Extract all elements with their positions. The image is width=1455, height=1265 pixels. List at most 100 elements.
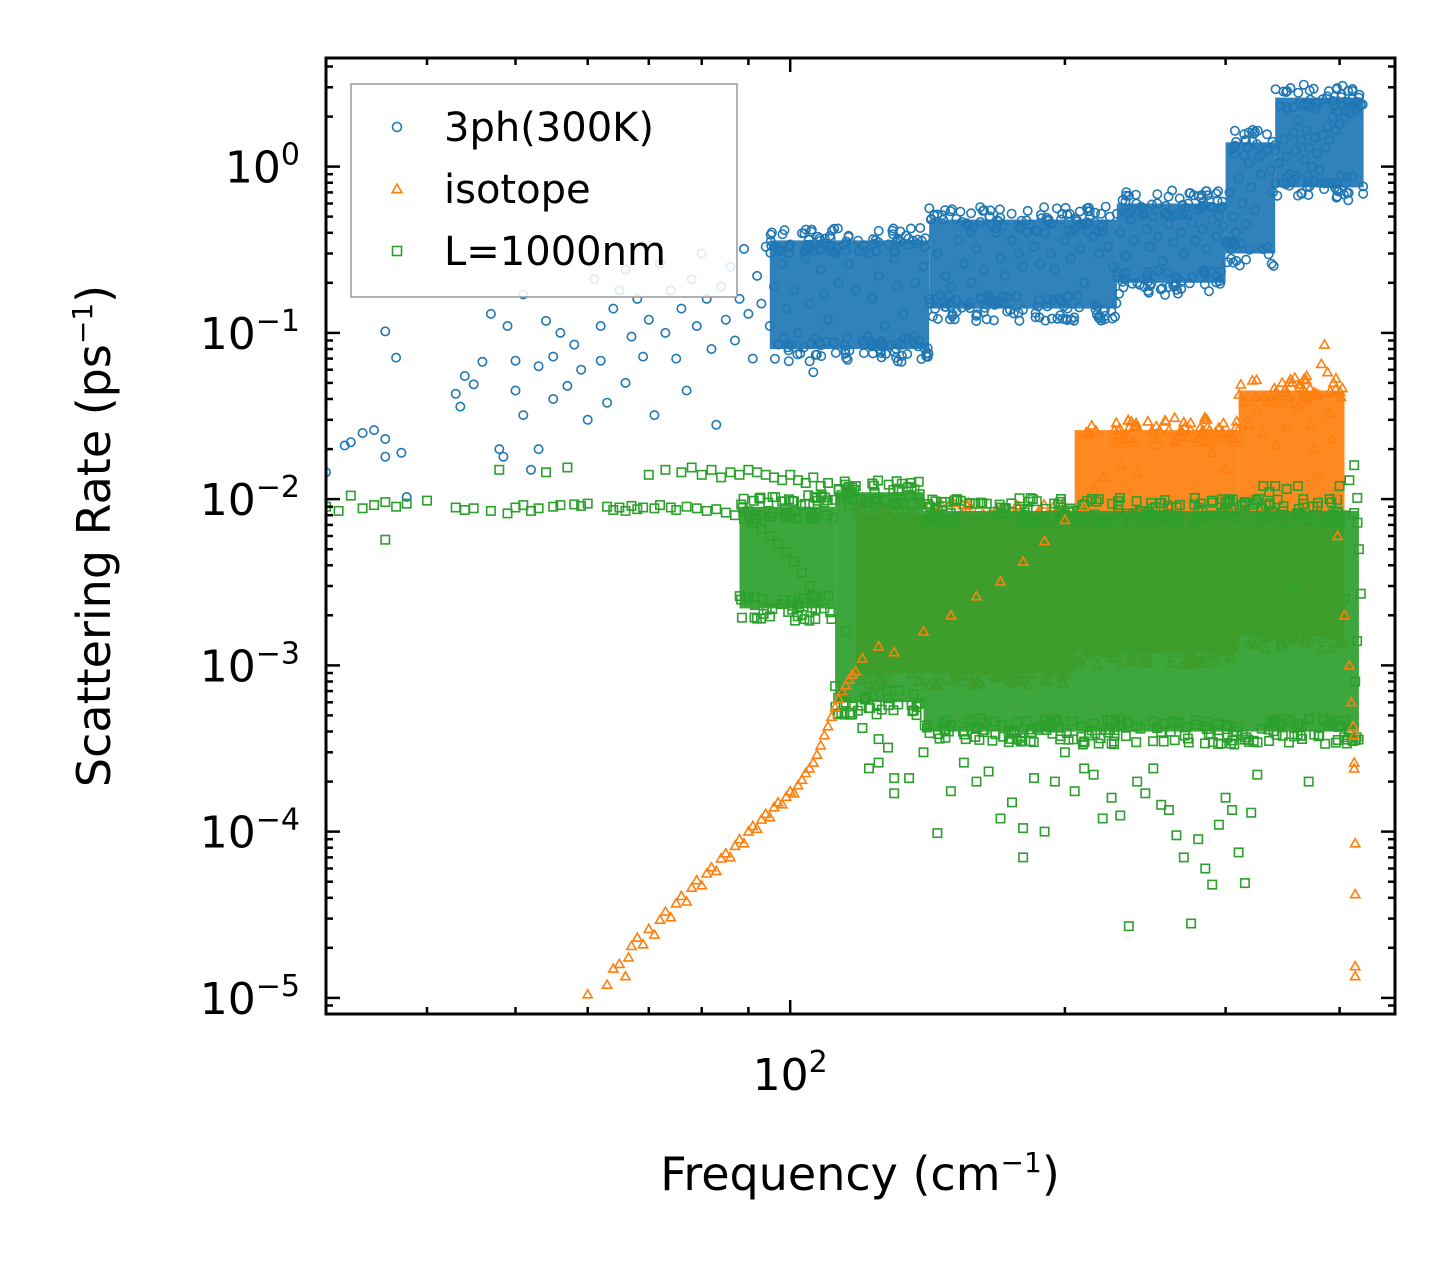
point-l-1000nm-144 — [1353, 544, 1364, 555]
band-point-l-1000nm — [898, 498, 909, 509]
point-3ph-300k-19 — [502, 320, 513, 331]
point-3ph-300k-137 — [1120, 251, 1131, 262]
band-point-l-1000nm — [1266, 505, 1277, 516]
band-fill-3ph-300k-3 — [1225, 142, 1276, 254]
point-isotope-37 — [776, 798, 789, 809]
point-isotope-81 — [1242, 418, 1255, 430]
band-point-l-1000nm — [779, 503, 790, 514]
band-point-isotope — [1151, 432, 1164, 444]
band-point-l-1000nm — [930, 496, 941, 507]
point-isotope-47 — [814, 739, 827, 750]
point-3ph-300k-41 — [620, 377, 631, 388]
point-3ph-300k-66 — [743, 308, 754, 319]
band-point-l-1000nm — [941, 715, 952, 726]
band-point-3ph-300k — [1127, 278, 1138, 289]
point-3ph-300k-94 — [879, 320, 890, 331]
point-3ph-300k-79 — [800, 253, 811, 264]
point-3ph-300k-61 — [720, 314, 731, 325]
band-point-l-1000nm — [959, 729, 970, 740]
point-l-1000nm-114 — [1171, 830, 1182, 841]
band-point-3ph-300k — [1100, 201, 1111, 212]
band-point-isotope — [1272, 396, 1285, 408]
band-point-l-1000nm — [1202, 716, 1213, 727]
band-point-l-1000nm — [1109, 716, 1120, 727]
point-l-1000nm-31 — [626, 500, 637, 511]
band-point-3ph-300k — [932, 313, 943, 324]
point-3ph-300k-201 — [1327, 111, 1338, 122]
point-3ph-300k-100 — [918, 261, 929, 272]
band-point-isotope — [1130, 416, 1143, 428]
point-3ph-300k-103 — [940, 270, 951, 281]
point-3ph-300k-189 — [1296, 134, 1307, 145]
band-point-3ph-300k — [1230, 240, 1241, 251]
point-isotope-60 — [888, 645, 901, 657]
point-l-1000nm-20 — [540, 467, 551, 478]
point-3ph-300k-198 — [1320, 142, 1331, 153]
legend-label-l-1000nm: L=1000nm — [444, 229, 666, 275]
point-3ph-300k-153 — [1183, 198, 1194, 209]
band-point-l-1000nm — [765, 511, 776, 522]
band-point-l-1000nm — [1138, 514, 1149, 525]
point-l-1000nm-75 — [826, 613, 837, 624]
point-3ph-300k-27 — [540, 315, 551, 326]
point-isotope-80 — [1232, 432, 1245, 444]
point-l-1000nm-7 — [391, 501, 402, 512]
point-isotope-103 — [1347, 720, 1360, 731]
point-l-1000nm-43 — [691, 503, 702, 514]
band-point-3ph-300k — [1262, 129, 1273, 140]
band-point-l-1000nm — [838, 699, 849, 710]
point-l-1000nm-44 — [696, 469, 707, 480]
band-point-3ph-300k — [1052, 313, 1063, 324]
band-point-3ph-300k — [799, 246, 810, 257]
point-l-1000nm-61 — [773, 538, 784, 549]
band-point-3ph-300k — [1281, 87, 1292, 98]
band-point-l-1000nm — [1156, 726, 1167, 737]
band-point-3ph-300k — [951, 213, 962, 224]
point-l-1000nm-67 — [796, 567, 807, 578]
point-isotope-67 — [1058, 513, 1071, 525]
point-3ph-300k-174 — [1253, 151, 1264, 162]
band-point-l-1000nm — [1102, 714, 1113, 725]
point-3ph-300k-111 — [990, 227, 1001, 238]
band-point-3ph-300k — [1082, 226, 1093, 237]
band-point-l-1000nm — [1097, 514, 1108, 525]
band-point-l-1000nm — [1352, 492, 1363, 503]
band-point-l-1000nm — [1263, 724, 1274, 735]
band-point-l-1000nm — [1278, 501, 1289, 512]
band-point-3ph-300k — [1006, 208, 1017, 219]
point-l-1000nm-47 — [711, 504, 722, 515]
point-3ph-300k-24 — [525, 464, 536, 475]
band-point-3ph-300k — [1342, 172, 1353, 183]
point-isotope-7 — [631, 931, 644, 943]
band-point-3ph-300k — [1114, 288, 1125, 299]
band-point-l-1000nm — [1120, 731, 1131, 742]
band-point-l-1000nm — [755, 492, 766, 503]
point-isotope-83 — [1257, 426, 1270, 438]
band-l-1000nm-2 — [918, 492, 1364, 750]
point-l-1000nm-39 — [671, 504, 682, 515]
point-isotope-94 — [1318, 338, 1331, 349]
point-isotope-44 — [803, 762, 816, 773]
band-point-l-1000nm — [1091, 496, 1102, 507]
point-3ph-300k-98 — [904, 239, 915, 250]
legend-box — [350, 83, 738, 298]
band-point-l-1000nm — [809, 492, 820, 503]
band-point-l-1000nm — [1035, 511, 1046, 522]
band-point-3ph-300k — [1162, 267, 1173, 278]
point-l-1000nm-126 — [1252, 769, 1263, 780]
point-3ph-300k-37 — [595, 355, 606, 366]
point-isotope-30 — [746, 819, 759, 831]
band-point-isotope — [1283, 397, 1296, 408]
band-point-l-1000nm — [737, 502, 748, 513]
band-point-l-1000nm — [792, 599, 803, 610]
band-point-l-1000nm — [1305, 515, 1316, 526]
point-3ph-300k-113 — [1000, 270, 1011, 281]
point-l-1000nm-105 — [1097, 813, 1108, 824]
band-point-3ph-300k — [1205, 201, 1216, 212]
scatter-points — [326, 92, 1366, 999]
point-l-1000nm-76 — [830, 681, 841, 692]
legend-label-3ph-300k: 3ph(300K) — [444, 105, 654, 151]
point-3ph-300k-168 — [1233, 173, 1244, 184]
point-3ph-300k-169 — [1237, 198, 1248, 209]
band-point-3ph-300k — [841, 332, 852, 343]
